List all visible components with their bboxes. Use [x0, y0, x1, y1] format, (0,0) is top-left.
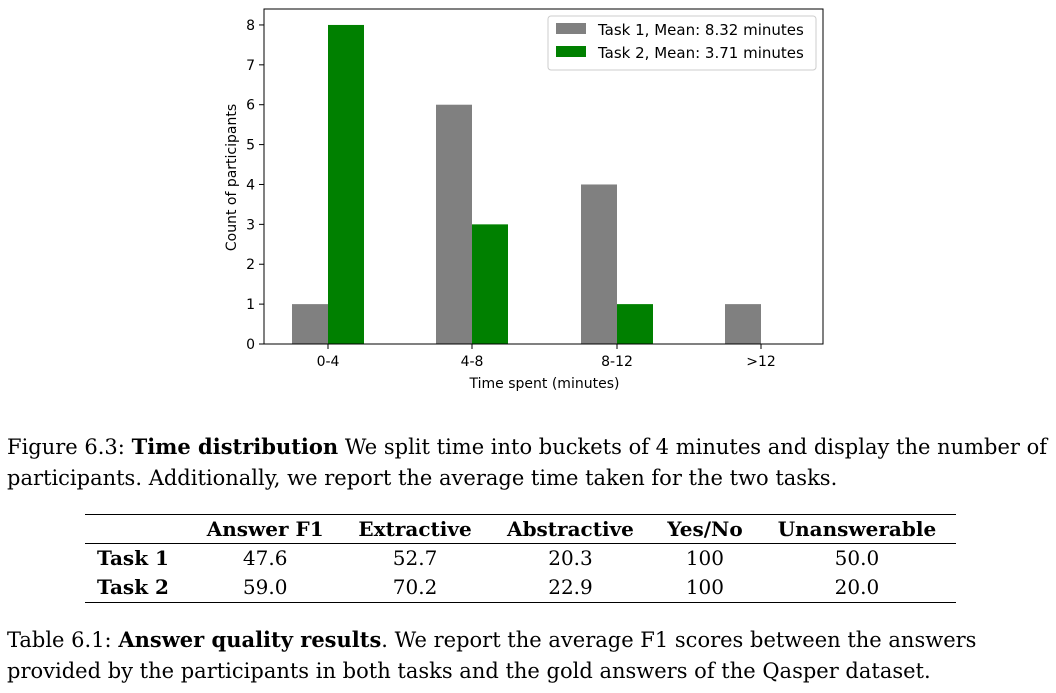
x-tick-label: 0-4	[317, 354, 340, 370]
task1-bar	[725, 304, 761, 344]
task1-bar	[436, 104, 472, 344]
table-cell: 100	[685, 546, 725, 570]
figure-caption: Figure 6.3: Time distribution We split t…	[7, 431, 1052, 494]
table-cell: 47.6	[242, 546, 288, 570]
table-cell: 100	[685, 575, 725, 599]
table-caption-title: Answer quality results	[118, 627, 382, 652]
y-tick-label: 1	[246, 297, 255, 313]
chart-legend	[547, 15, 817, 71]
table-cell: 20.0	[834, 575, 880, 599]
table-row: Task 1 47.6 52.7 20.3 100 50.0	[85, 544, 956, 574]
table-cell: 52.7	[392, 546, 438, 570]
table-cell: 50.0	[834, 546, 880, 570]
task2-bar	[328, 24, 364, 344]
legend-label: Task 1, Mean: 8.32 minutes	[597, 21, 804, 39]
y-tick-label: 8	[246, 18, 255, 34]
x-axis-label: Time spent (minutes)	[469, 376, 620, 392]
table-header-cell	[85, 515, 189, 544]
y-tick-label: 3	[246, 217, 255, 233]
table-header-cell: Extractive	[358, 517, 472, 541]
table-header-row: Answer F1 Extractive Abstractive Yes/No …	[85, 515, 956, 544]
table-caption: Table 6.1: Answer quality results. We re…	[7, 624, 1052, 687]
table-row: Task 2 59.0 70.2 22.9 100 20.0	[85, 573, 956, 603]
table-caption-label: Table 6.1:	[7, 628, 112, 652]
task1-bar	[292, 304, 328, 344]
x-tick-label: >12	[746, 354, 776, 370]
table-header-cell: Yes/No	[667, 517, 743, 541]
table-header-cell: Abstractive	[507, 517, 634, 541]
y-axis-label: Count of participants	[224, 104, 240, 251]
y-tick-label: 7	[246, 58, 255, 74]
y-tick-label: 0	[246, 337, 255, 353]
results-table: Answer F1 Extractive Abstractive Yes/No …	[85, 514, 956, 603]
table-row-label: Task 2	[97, 575, 169, 599]
time-distribution-chart: 0 1 2 3 4 5 6 7 8 0-4 4-8 8-12 >12 Time spent (minute…	[224, 8, 824, 392]
table-caption-text: . We report the average F1 scores betwee…	[7, 628, 977, 683]
table-cell: 70.2	[392, 575, 438, 599]
figure-caption-title: Time distribution	[131, 434, 339, 459]
table-header-cell: Answer F1	[206, 517, 324, 541]
table-cell: 20.3	[548, 546, 593, 570]
table-header-cell: Unanswerable	[777, 517, 937, 541]
table-cell: 59.0	[242, 575, 288, 599]
task1-bar	[581, 184, 617, 344]
figure-caption-text: We split time into buckets of 4 minutes …	[7, 435, 1048, 490]
task2-bar	[617, 304, 653, 344]
table-cell: 22.9	[548, 575, 593, 599]
y-tick-label: 5	[246, 138, 255, 154]
plot-frame	[263, 8, 824, 345]
legend-label: Task 2, Mean: 3.71 minutes	[597, 44, 804, 62]
legend-swatch	[556, 46, 586, 57]
task2-bar	[472, 224, 508, 344]
x-tick-label: 4-8	[461, 354, 484, 370]
y-tick-label: 2	[246, 257, 255, 273]
y-tick-label: 4	[246, 177, 255, 193]
x-tick-label: 8-12	[601, 354, 633, 370]
legend-swatch	[556, 23, 586, 34]
figure-caption-label: Figure 6.3:	[7, 435, 125, 459]
y-tick-label: 6	[246, 98, 255, 114]
table-row-label: Task 1	[97, 546, 169, 570]
